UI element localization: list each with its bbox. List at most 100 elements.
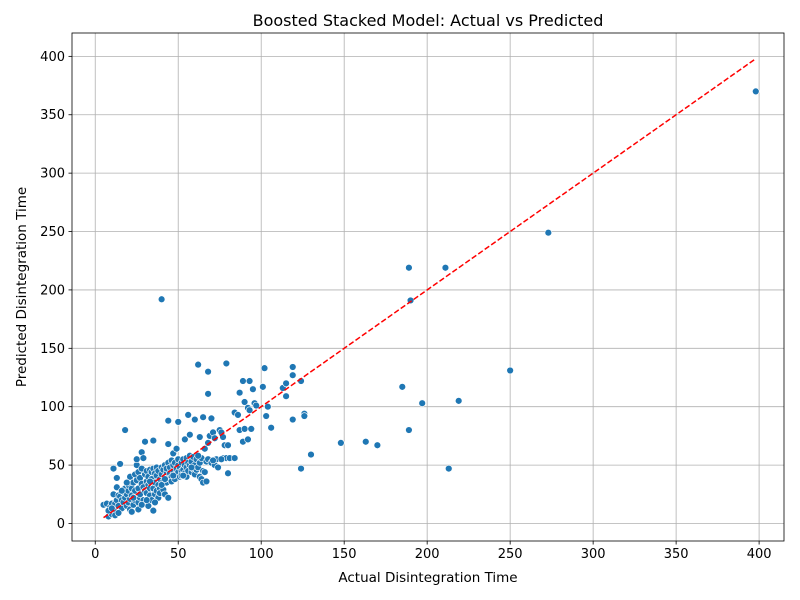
data-point — [138, 501, 146, 509]
data-point — [405, 264, 413, 272]
data-point — [224, 469, 232, 477]
data-point — [214, 463, 222, 472]
x-tick-label: 0 — [91, 547, 99, 562]
data-point — [133, 455, 141, 463]
data-point — [199, 413, 207, 421]
data-point — [297, 464, 305, 473]
data-point — [201, 468, 209, 476]
data-point — [506, 366, 514, 375]
data-point — [240, 425, 249, 433]
data-point — [217, 455, 226, 463]
y-tick-label: 300 — [40, 167, 65, 182]
data-point — [240, 398, 249, 406]
x-tick-label: 400 — [747, 547, 772, 562]
data-point — [202, 477, 211, 486]
data-point — [113, 474, 121, 482]
data-point — [247, 425, 255, 433]
data-point — [121, 426, 129, 434]
data-point — [267, 424, 275, 432]
data-point — [204, 367, 212, 376]
x-tick-label: 250 — [498, 547, 523, 562]
data-point — [164, 494, 172, 502]
data-point — [282, 392, 290, 400]
axes: 0 50 100 150 200 250 300 350 400 0 50 100 150 200 250 3… — [40, 32, 785, 562]
data-point — [196, 433, 204, 441]
data-point — [362, 438, 370, 446]
data-point — [222, 359, 231, 368]
plot-frame — [71, 32, 785, 542]
data-point — [207, 414, 216, 423]
x-tick-label: 150 — [332, 547, 357, 562]
data-point — [151, 498, 159, 507]
x-tick-label: 350 — [664, 547, 689, 562]
data-point — [149, 436, 158, 445]
data-point — [234, 411, 242, 419]
data-point — [114, 509, 123, 517]
data-point — [455, 397, 463, 405]
data-point — [244, 435, 252, 444]
data-point — [445, 464, 453, 473]
y-tick-label: 150 — [40, 342, 65, 357]
data-point — [252, 401, 260, 410]
reference-line-layer — [103, 58, 757, 519]
data-point — [184, 411, 192, 419]
data-point — [128, 508, 136, 516]
data-point — [224, 441, 232, 449]
data-point — [239, 377, 247, 385]
y-tick-label: 100 — [40, 400, 65, 415]
data-point — [139, 454, 148, 462]
y-tick-label: 0 — [57, 517, 65, 532]
data-points — [99, 87, 760, 521]
data-point — [418, 399, 426, 407]
data-point — [337, 439, 345, 447]
x-tick-label: 200 — [415, 547, 440, 562]
data-point — [230, 454, 239, 462]
data-point — [282, 379, 290, 388]
data-point — [289, 363, 297, 371]
data-point — [209, 456, 217, 465]
data-point — [405, 426, 413, 434]
data-point — [441, 264, 450, 272]
data-point — [235, 388, 244, 397]
x-tick-label: 300 — [581, 547, 606, 562]
y-axis-label: Predicted Disintegration Time — [14, 187, 30, 387]
data-point — [164, 440, 172, 448]
data-point — [259, 383, 267, 391]
data-point — [174, 418, 182, 426]
data-point — [181, 435, 189, 444]
data-point — [179, 471, 187, 480]
data-point — [172, 445, 181, 453]
data-point — [249, 385, 257, 393]
data-point — [123, 478, 131, 487]
y-tick-label: 50 — [48, 459, 65, 474]
y-tick-label: 400 — [40, 50, 65, 65]
data-point — [194, 360, 202, 369]
data-point — [300, 412, 309, 420]
data-point — [289, 415, 297, 424]
data-point — [373, 441, 382, 449]
data-point — [186, 431, 194, 439]
data-point — [307, 450, 315, 459]
y-tick-label: 200 — [40, 283, 65, 298]
data-point — [194, 452, 202, 460]
data-point — [157, 295, 166, 303]
x-tick-label: 50 — [170, 547, 187, 562]
data-point — [164, 417, 172, 425]
data-point — [169, 471, 177, 480]
data-point — [752, 87, 760, 96]
data-point — [398, 383, 406, 391]
data-point — [204, 390, 212, 398]
data-point — [161, 475, 169, 483]
data-point — [129, 494, 138, 502]
data-point — [245, 406, 254, 414]
x-axis-label: Actual Disintegration Time — [338, 570, 517, 586]
x-tick-label: 100 — [249, 547, 274, 562]
reference-line — [103, 58, 757, 519]
data-point — [142, 496, 151, 504]
data-point — [113, 483, 121, 491]
data-point — [544, 229, 553, 237]
data-point — [262, 412, 270, 420]
data-point — [116, 460, 124, 468]
